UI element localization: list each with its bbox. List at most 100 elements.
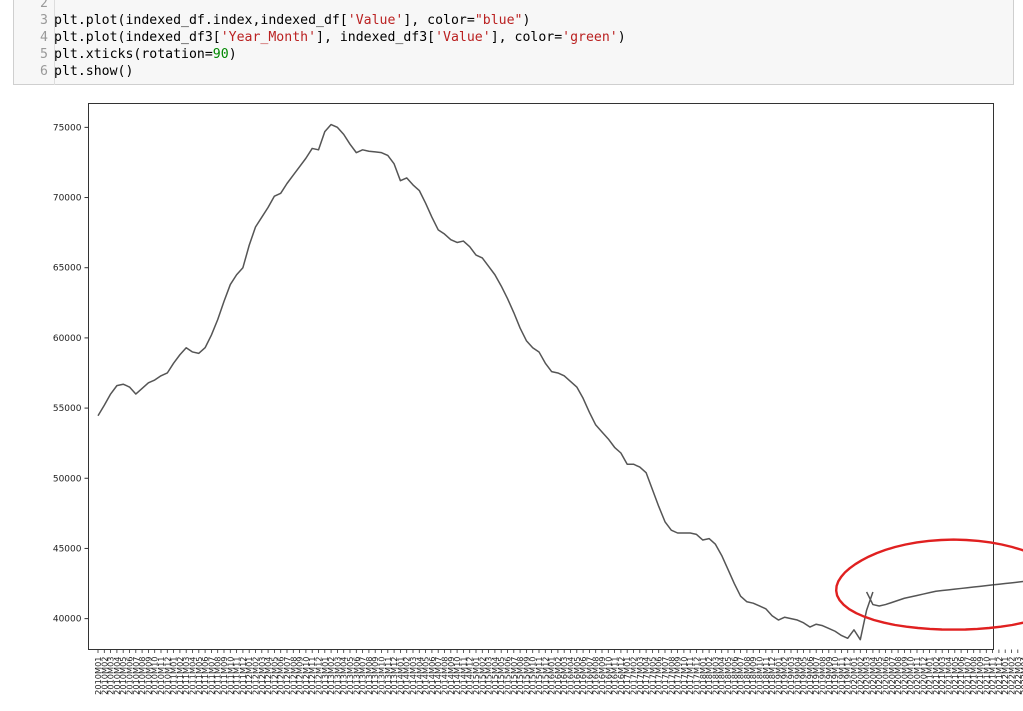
x-tick-label: 2020M05	[874, 657, 884, 695]
x-tick-label: 2010M05	[118, 657, 128, 695]
x-tick-label: 2014M03	[408, 657, 418, 695]
x-tick-label: 2016M01	[547, 657, 557, 695]
code-cell[interactable]: 2 3 plt.plot(indexed_df.index,indexed_df['…	[13, 0, 1014, 85]
x-tick-label: 2012M08	[288, 657, 298, 695]
y-tick-label: 55000	[53, 404, 82, 414]
x-tick-label: 2022M03	[1013, 657, 1023, 695]
code-line[interactable]: 2	[14, 0, 1013, 12]
x-tick-label: 2017M05	[647, 657, 657, 695]
x-tick-label: 2014M08	[440, 657, 450, 695]
x-tick-label: 2013M06	[351, 657, 361, 695]
x-tick-label: 2014M11	[458, 657, 468, 695]
x-tick-label: 2010M06	[125, 657, 135, 695]
x-tick-label: 2012M11	[307, 657, 317, 695]
x-tick-label: 2019M03	[786, 657, 796, 695]
x-tick-label: 2017M03	[635, 657, 645, 695]
code-text: plt.xticks(rotation=90)	[54, 46, 237, 63]
x-tick-label: 2017M10	[679, 657, 689, 695]
x-tick-label: 2021M04	[944, 657, 954, 695]
code-line[interactable]: 4 plt.plot(indexed_df3['Year_Month'], ind…	[14, 29, 1013, 46]
x-tick-label: 2017M02	[629, 657, 639, 695]
y-tick-labels: 40000 45000 50000 55000 60000 65000 70000 75000	[53, 123, 82, 624]
x-tick-label: 2018M07	[736, 657, 746, 695]
x-tick-label: 2015M01	[471, 657, 481, 695]
x-tick-label: 2017M08	[666, 657, 676, 695]
x-tick-label: 2016M12	[616, 657, 626, 695]
x-tick-label: 2010M12	[162, 657, 172, 695]
x-tick-label: 2013M08	[364, 657, 374, 695]
string-token: 'Year_Month'	[220, 30, 317, 45]
code-line[interactable]: 5 plt.xticks(rotation=90)	[14, 46, 1013, 63]
x-tick-label: 2010M10	[150, 657, 160, 695]
x-tick-label: 2018M03	[710, 657, 720, 695]
x-tick-label: 2014M06	[427, 657, 437, 695]
y-tick-label: 75000	[53, 123, 82, 133]
line-number: 5	[40, 47, 48, 62]
x-tick-label: 2020M06	[881, 657, 891, 695]
x-tick-label: 2021M11	[988, 657, 998, 695]
x-tick-label: 2010M09	[143, 657, 153, 695]
code-line[interactable]: 3 plt.plot(indexed_df.index,indexed_df['V…	[14, 12, 1013, 29]
x-tick-label: 2018M08	[742, 657, 752, 695]
string-token: 'Value'	[435, 30, 491, 45]
y-tick-label: 65000	[53, 264, 82, 274]
x-tick-label: 2017M04	[641, 657, 651, 695]
x-tick-label: 2010M02	[99, 657, 109, 695]
x-tick-label: 2013M03	[332, 657, 342, 695]
x-tick-label: 2021M02	[931, 657, 941, 695]
x-tick-label: 2015M02	[477, 657, 487, 695]
plot-axes-frame	[88, 103, 994, 650]
string-token: "blue"	[474, 13, 523, 28]
x-tick-label: 2019M01	[773, 657, 783, 695]
x-tick-label: 2013M01	[320, 657, 330, 695]
x-tick-label: 2019M12	[843, 657, 853, 695]
code-token: )	[228, 47, 237, 62]
x-tick-label: 2015M04	[490, 657, 500, 695]
line-number: 6	[40, 64, 48, 79]
code-line[interactable]: 6 plt.show()	[14, 63, 1013, 80]
x-tick-label: 2021M05	[950, 657, 960, 695]
x-tick-label: 2011M09	[219, 657, 229, 695]
x-tick-label: 2017M01	[622, 657, 632, 695]
x-tick-label: 2014M07	[433, 657, 443, 695]
x-tick-label: 2021M12	[994, 657, 1004, 695]
code-token: )	[617, 30, 626, 45]
x-tick-label: 2019M04	[792, 657, 802, 695]
series-line-indexed-df3	[865, 580, 1023, 607]
x-tick-label: 2021M10	[981, 657, 991, 695]
x-tick-label: 2013M07	[358, 657, 368, 695]
x-tick-label: 2019M06	[805, 657, 815, 695]
string-token: 'Value'	[347, 13, 404, 28]
x-tick-label: 2020M07	[887, 657, 897, 695]
x-tick-label: 2022M02	[1007, 657, 1017, 695]
x-tick-label: 2011M05	[194, 657, 204, 695]
x-tick-label: 2016M07	[584, 657, 594, 695]
x-tick-label: 2016M02	[553, 657, 563, 695]
x-tick-label: 2017M09	[673, 657, 683, 695]
x-tick-label: 2020M11	[912, 657, 922, 695]
x-tick-label: 2011M11	[232, 657, 242, 695]
x-tick-label: 2017M12	[692, 657, 702, 695]
x-tick-label: 2020M01	[849, 657, 859, 695]
x-tick-label: 2011M01	[169, 657, 179, 695]
x-tick-label: 2010M07	[131, 657, 141, 695]
x-tick-label: 2013M02	[326, 657, 336, 695]
x-tick-label: 2021M01	[925, 657, 935, 695]
x-tick-label: 2021M07	[962, 657, 972, 695]
x-tick-label: 2013M04	[339, 657, 349, 695]
x-tick-label: 2014M02	[402, 657, 412, 695]
code-token: plt.xticks(rotation=	[54, 47, 213, 62]
x-tick-label: 2018M06	[729, 657, 739, 695]
line-number-gutter-border	[54, 0, 55, 85]
x-tick-label: 2018M04	[717, 657, 727, 695]
x-tick-label: 2015M09	[521, 657, 531, 695]
x-tick-label: 2016M05	[572, 657, 582, 695]
x-tick-label: 2012M06	[276, 657, 286, 695]
x-tick-label: 2013M05	[345, 657, 355, 695]
code-token: ], indexed_df3[	[316, 30, 436, 45]
y-tick-label: 70000	[53, 194, 82, 204]
x-tick-label: 2022M01	[1000, 657, 1010, 695]
x-tick-label: 2019M09	[824, 657, 834, 695]
x-tick-label: 2018M09	[748, 657, 758, 695]
x-tick-label: 2019M11	[836, 657, 846, 695]
